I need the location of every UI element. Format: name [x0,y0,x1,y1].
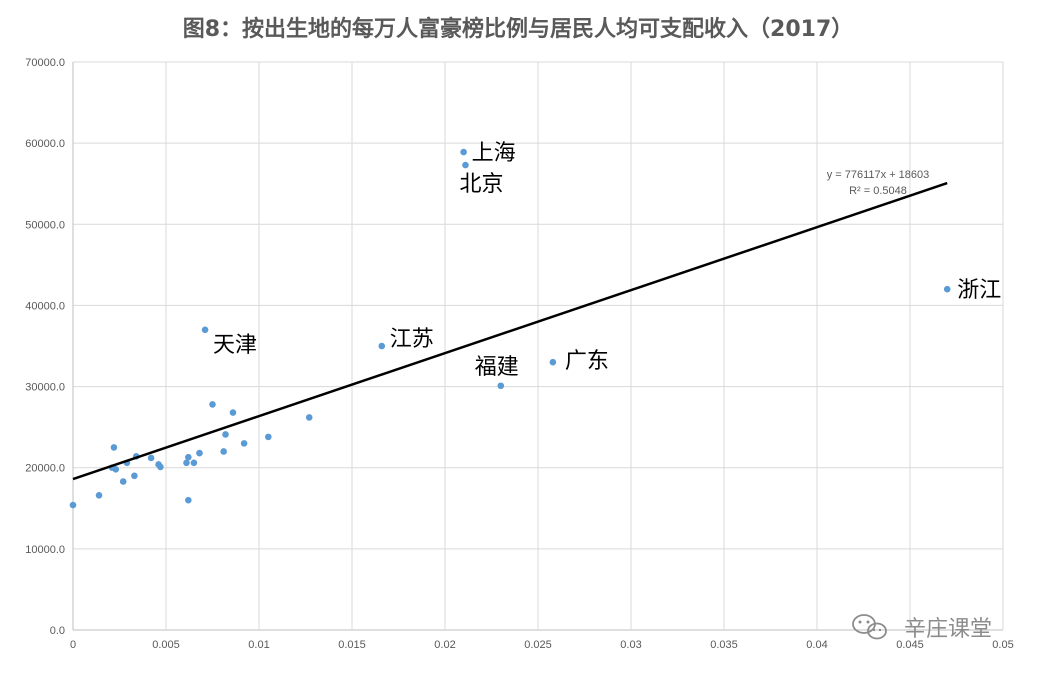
point-label: 天津 [213,333,257,358]
trendline-equation: y = 776117x + 18603 [827,169,930,181]
data-point [378,342,386,350]
y-tick-label: 50000.0 [25,219,65,231]
y-tick-label: 70000.0 [25,57,65,69]
x-tick-label: 0.045 [896,639,924,651]
data-point [119,478,127,485]
watermark: 辛庄课堂 [852,614,992,642]
x-tick-label: 0.04 [806,639,827,651]
y-tick-label: 10000.0 [25,544,65,556]
x-tick-label: 0.035 [710,639,738,651]
x-tick-label: 0.03 [620,639,641,651]
data-point [222,431,229,438]
data-point [549,358,557,366]
wechat-icon [852,614,887,640]
point-label: 福建 [475,355,519,380]
point-label: 江苏 [390,327,434,352]
point-label: 浙江 [957,278,1001,303]
point-label: 上海 [472,141,516,166]
y-tick-label: 60000.0 [25,138,65,150]
data-point [229,409,237,416]
y-tick-label: 30000.0 [25,382,65,394]
data-point [131,472,138,480]
data-point [943,285,951,293]
trendline [72,181,948,481]
y-tick-label: 20000.0 [25,463,65,475]
data-point [190,459,198,467]
data-point [147,454,155,462]
data-point [183,459,190,467]
y-tick-label: 40000.0 [25,300,65,312]
x-gridlines [72,62,1004,630]
point-label: 广东 [565,349,609,374]
x-tick-label: 0.005 [152,639,180,651]
data-point [69,501,77,509]
data-point [497,382,505,390]
x-tick-label: 0 [70,639,76,651]
data-point [462,161,469,169]
data-point [460,148,467,156]
data-point [196,449,203,457]
data-point [305,414,313,421]
data-point [265,433,272,441]
x-tick-label: 0.025 [524,639,552,651]
data-point [95,492,103,499]
data-point [185,453,192,461]
data-point [201,326,209,334]
data-point [157,463,164,471]
x-tick-labels: 0 0.005 0.01 0.015 0.02 0.025 0.03 0.035 0.04 0.0… [70,639,1014,651]
data-point [185,496,192,504]
data-point [209,401,216,408]
x-tick-label: 0.02 [434,639,455,651]
x-tick-label: 0.015 [338,639,366,651]
data-point [110,444,118,451]
x-tick-label: 0.05 [992,639,1013,651]
watermark-text: 辛庄课堂 [904,617,992,642]
y-tick-label: 0.0 [50,625,65,637]
x-tick-label: 0.01 [248,639,269,651]
point-label: 北京 [459,172,503,197]
data-point [220,448,227,455]
chart-title: 图8：按出生地的每万人富豪榜比例与居民人均可支配收入（2017） [183,16,854,42]
data-point [240,440,248,447]
y-tick-labels: 0.0 10000.0 20000.0 30000.0 40000.0 50000.0 60… [25,57,65,637]
trendline-r2: R² = 0.5048 [849,185,907,197]
data-point [112,466,120,473]
data-points [69,148,951,509]
